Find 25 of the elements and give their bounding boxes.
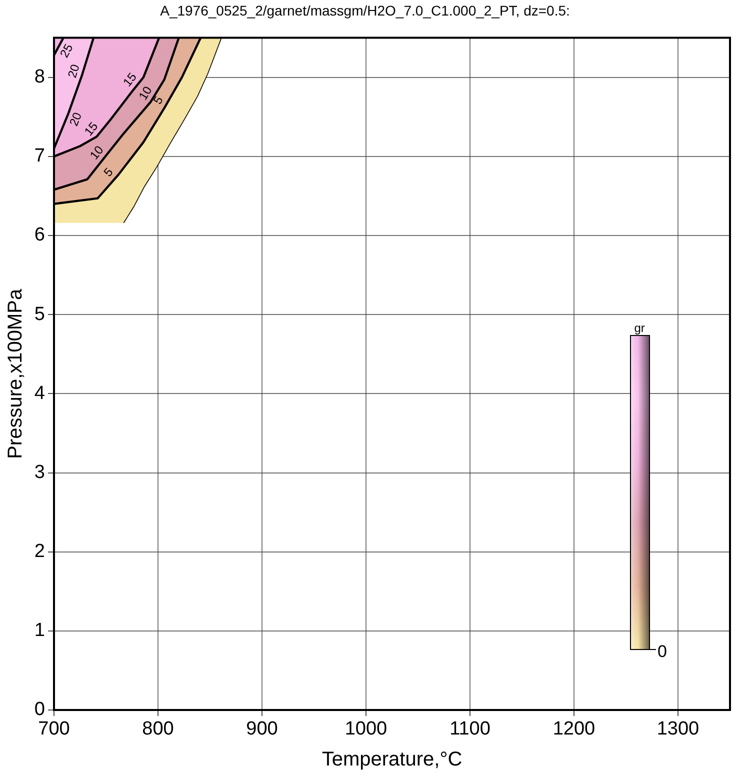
y-tick-label: 2 [34,541,45,562]
x-tick-label: 800 [142,718,174,740]
x-tick-label: 1000 [344,718,388,740]
annotation: 0 [658,642,668,661]
text: 20 [65,62,82,80]
x-tick-label: 700 [38,718,70,740]
text: 10 [87,143,106,162]
color-bar-title: gr [634,320,645,335]
y-axis-title: Pressure,x100MPa [4,288,27,459]
chart-title: A_1976_0525_2/garnet/massgm/H2O_7.0_C1.000_2_PT, dz=0.5: [160,2,570,18]
y-tick-label: 6 [34,224,45,246]
y-tick-label: 4 [34,382,46,404]
x-tick-label: 1300 [656,718,700,740]
y-tick-label: 5 [34,304,45,325]
x-tick-label: 1100 [450,718,490,740]
x-tick-label: 1200 [552,718,596,740]
y-tick-label: 8 [34,66,45,88]
y-tick-label: 1 [34,620,45,642]
y-tick-label: 7 [34,146,45,167]
y-tick-label: 0 [34,699,45,720]
text: 25 [57,41,76,60]
x-tick-label: 900 [246,718,278,740]
y-tick-label: 3 [34,462,45,483]
text: 5 [100,165,116,180]
x-axis-title: Temperature,°C [322,748,462,771]
